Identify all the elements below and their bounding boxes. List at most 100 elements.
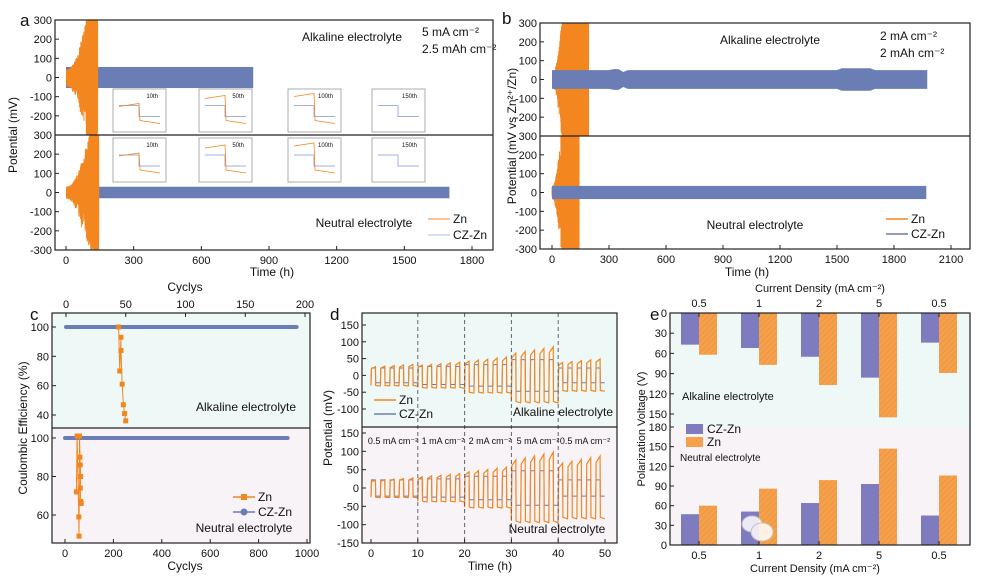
inset-label: 50th: [232, 94, 244, 100]
cz-zn-band-alkaline: [66, 66, 254, 89]
legend-label: CZ-Zn: [911, 227, 945, 241]
y-tick-label: -300: [30, 245, 52, 257]
zn-ce-point-alkaline: [120, 402, 126, 408]
y-tick-label: 100: [341, 446, 359, 458]
y-tick-label: 200: [519, 150, 537, 162]
inset-cz-zn-line: [119, 105, 160, 117]
y-tick-label: 100: [519, 169, 537, 181]
x-tick-label: 0.5: [931, 550, 946, 562]
y-tick-label: -100: [30, 207, 52, 219]
y-tick-label: 0: [46, 188, 52, 200]
x-tick-label: 200: [296, 299, 314, 311]
zn-ce-point-alkaline: [117, 368, 123, 374]
condition-capacity-b: 2 mAh cm⁻²: [880, 46, 944, 60]
legend-label: Zn: [399, 393, 413, 407]
zn-ce-point-neutral: [76, 533, 82, 539]
x-tick-label: 0: [549, 254, 555, 266]
legend-marker: [240, 508, 248, 516]
panel-label-b: b: [502, 9, 511, 28]
top-x-tick-label: 0.5: [691, 298, 706, 310]
x-tick-label: 1200: [768, 254, 792, 266]
y-tick-label: 0: [531, 188, 537, 200]
x-tick-label: 600: [201, 548, 219, 560]
y-tick-label: -150: [337, 538, 359, 550]
y-tick-label: 60: [37, 381, 49, 393]
zn-trace-alkaline: [370, 344, 605, 404]
inset-1-3: 150th: [371, 137, 426, 183]
legend-label: Zn: [707, 435, 721, 449]
y-tick-label: 0: [353, 483, 359, 495]
inset-1-2: 100th: [287, 137, 342, 183]
y-tick-label: 0: [531, 75, 537, 87]
y-tick-label: -200: [30, 226, 52, 238]
inset-cz-zn-line: [294, 154, 335, 167]
y-tick-label: 300: [519, 131, 537, 143]
inset-cz-zn-line: [205, 105, 246, 117]
segment-label: 0.5 mA cm⁻²: [368, 436, 418, 446]
y-axis-label-e: Polarization Voltage (V): [636, 372, 648, 487]
subplot-label-alkaline-e: Alkaline electrolyte: [682, 391, 774, 403]
top-x-axis-label-e: Current Density (mA cm⁻²): [755, 283, 885, 295]
zn-trace-alkaline: [65, 20, 99, 135]
panel-label-d: d: [330, 305, 339, 324]
subplot-label-neutral-b: Neutral electrolyte: [707, 218, 804, 232]
legend-label: CZ-Zn: [707, 422, 741, 436]
y-axis-label-c: Coulombic Efficiency (%): [16, 361, 30, 494]
segment-label: 5 mA cm⁻²: [517, 436, 560, 446]
x-axis-label-a: Time (h): [250, 265, 294, 279]
inset-label: 150th: [402, 143, 417, 149]
y-tick-label: -200: [30, 111, 52, 123]
x-tick-label: 300: [124, 255, 142, 267]
zn-ce-point-alkaline: [119, 381, 125, 387]
bar-zn-neutral: [699, 505, 717, 545]
plot-frame-e: [669, 312, 971, 546]
y-tick-label: 90: [655, 369, 667, 381]
zn-ce-point-alkaline: [118, 347, 124, 353]
x-tick-label: 1500: [392, 255, 416, 267]
zn-ce-point-alkaline: [123, 418, 129, 424]
y-axis-label-a: Potential (mV): [6, 97, 20, 173]
bar-cz-zn-alkaline: [681, 313, 699, 345]
bar-zn-alkaline: [819, 313, 837, 386]
y-tick-label: 100: [341, 337, 359, 349]
y-tick-label: 30: [655, 328, 667, 340]
y-tick-label: 300: [34, 15, 52, 27]
y-tick-label: 200: [34, 149, 52, 161]
y-tick-label: 100: [31, 433, 49, 445]
y-tick-label: 120: [649, 461, 667, 473]
subplot-label-alkaline-d: Alkaline electrolyte: [513, 405, 613, 419]
bar-zn-neutral: [879, 448, 897, 545]
x-tick-label: 1000: [295, 548, 319, 560]
bar-cz-zn-alkaline: [801, 313, 819, 357]
condition-current-b: 2 mA cm⁻²: [880, 29, 937, 43]
x-tick-label: 1800: [460, 255, 484, 267]
segment-label: 2 mA cm⁻²: [469, 436, 512, 446]
top-x-axis-label-c: Cyclys: [167, 280, 202, 294]
y-tick-label: 50: [347, 354, 359, 366]
y-tick-label: -100: [30, 92, 52, 104]
y-tick-label: 30: [655, 520, 667, 532]
condition-capacity-a: 2.5 mAh cm⁻²: [422, 42, 496, 56]
zn-ce-point-neutral: [77, 462, 83, 468]
bar-zn-neutral: [819, 480, 837, 545]
y-tick-label: -100: [337, 520, 359, 532]
condition-current-a: 5 mA cm⁻²: [422, 25, 479, 39]
bar-cz-zn-alkaline: [741, 313, 759, 349]
y-tick-label: 300: [34, 130, 52, 142]
segment-label: 1 mA cm⁻²: [422, 436, 465, 446]
x-tick-label: 50: [599, 548, 611, 560]
y-tick-label: 100: [519, 56, 537, 68]
wechat-icon: [741, 515, 774, 542]
panel-label-c: c: [30, 305, 39, 324]
bar-cz-zn-neutral: [681, 514, 699, 545]
y-tick-label: 0: [661, 540, 667, 552]
y-tick-label: 0: [353, 370, 359, 382]
wechat-bubble: [750, 522, 774, 542]
zn-ce-point-neutral: [77, 485, 83, 491]
x-tick-label: 900: [260, 255, 278, 267]
zn-trace-neutral: [65, 135, 100, 250]
x-tick-label: 5: [876, 550, 882, 562]
y-tick-label: -200: [515, 112, 537, 124]
legend-marker: [241, 494, 247, 500]
